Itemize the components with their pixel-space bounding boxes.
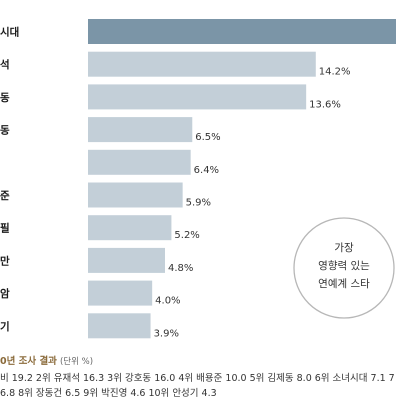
value-label: 13.6% — [309, 99, 341, 110]
category-label: 만 — [0, 254, 10, 267]
value-label: 4.0% — [155, 296, 180, 307]
category-label: 시대 — [0, 26, 19, 39]
value-label: 5.9% — [186, 198, 211, 209]
annotation-line-1: 가장 — [334, 242, 354, 254]
annotation-line-2: 영향력 있는 — [318, 260, 370, 272]
category-label: 필 — [0, 222, 10, 235]
value-label: 4.8% — [168, 263, 193, 274]
category-label: 석 — [0, 58, 10, 71]
bar — [88, 247, 165, 273]
bar — [88, 215, 172, 241]
annotation-line-3: 연예계 스타 — [318, 277, 370, 290]
bar — [88, 51, 316, 77]
value-label: 6.5% — [195, 132, 220, 143]
value-label: 5.2% — [174, 230, 199, 241]
bar — [88, 19, 396, 44]
annotation-circle: 가장 영향력 있는 연예계 스타 — [293, 217, 395, 319]
value-label: 3.9% — [154, 328, 179, 339]
note-line-2: 6.8 8위 장동건 6.5 9위 박진영 4.6 10위 안성기 4.3 — [0, 388, 217, 399]
bar — [88, 182, 183, 208]
note-year: 0년 조사 결과 — [0, 356, 57, 367]
bar — [88, 313, 151, 339]
category-label: 암 — [0, 288, 10, 300]
category-label: 기 — [0, 320, 10, 333]
value-label: 14.2% — [319, 67, 351, 78]
bar — [88, 117, 193, 143]
category-label: 동 — [0, 92, 10, 104]
note-unit: (단위 %) — [59, 357, 94, 367]
bar — [88, 280, 153, 306]
bar-chart: 시대석 14.2% 동 13.6% 동 6.5% 6.4% 준 5.9% 필 5.2% 만 4.8% 암 4… — [0, 19, 396, 339]
category-label: 동 — [0, 125, 10, 137]
bar — [88, 84, 307, 110]
note-line-1: 비 19.2 2위 유재석 16.3 3위 강호동 16.0 4위 배용준 10… — [0, 373, 395, 384]
value-label: 6.4% — [194, 165, 219, 176]
note-title: 0년 조사 결과 (단위 %) — [0, 353, 93, 367]
category-label: 준 — [0, 190, 10, 202]
bar — [88, 149, 191, 175]
